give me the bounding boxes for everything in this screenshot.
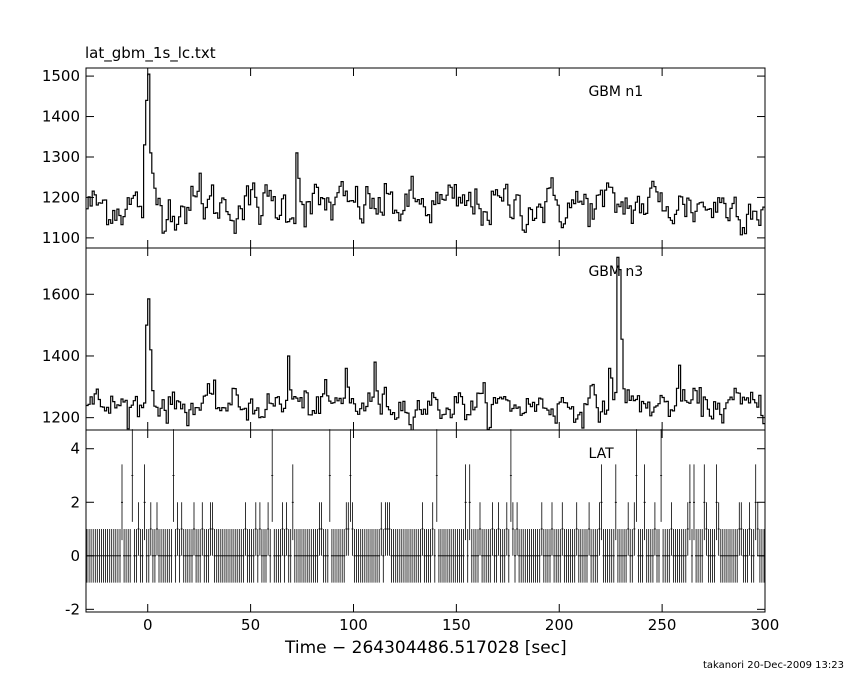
y-tick-label: 4 [70,440,80,458]
lat-counts [86,429,765,583]
series-label: GBM n1 [588,84,643,100]
y-tick-label: 1200 [42,188,80,206]
y-tick-label: 1200 [42,409,80,427]
x-axis-label: Time − 264304486.517028 [sec] [285,638,567,658]
y-tick-label: 1300 [42,148,80,166]
x-tick-label: 200 [545,616,574,634]
panel-frame [85,429,766,613]
series-label: GBM n3 [588,264,643,280]
panel-frame [85,67,766,249]
y-tick-label: 1400 [42,347,80,365]
y-tick-label: 2 [70,493,80,511]
x-tick-label: 0 [143,616,153,634]
footer-credit: takanori 20-Dec-2009 13:23 [702,660,844,671]
x-tick-label: 100 [339,616,368,634]
y-tick-label: 1400 [42,108,80,126]
y-tick-label: 0 [70,547,80,565]
y-tick-label: 1500 [42,67,80,85]
series-label: LAT [588,446,614,462]
x-tick-label: 50 [241,616,260,634]
y-tick-label: 1600 [42,285,80,303]
file-title: lat_gbm_1s_lc.txt [85,44,216,62]
x-tick-label: 150 [442,616,471,634]
light-curve [86,256,765,430]
y-tick-label: -2 [65,600,80,618]
light-curve [86,73,765,236]
x-tick-label: 250 [648,616,677,634]
x-tick-label: 300 [751,616,780,634]
panel-frame [85,247,766,431]
y-tick-label: 1100 [42,229,80,247]
